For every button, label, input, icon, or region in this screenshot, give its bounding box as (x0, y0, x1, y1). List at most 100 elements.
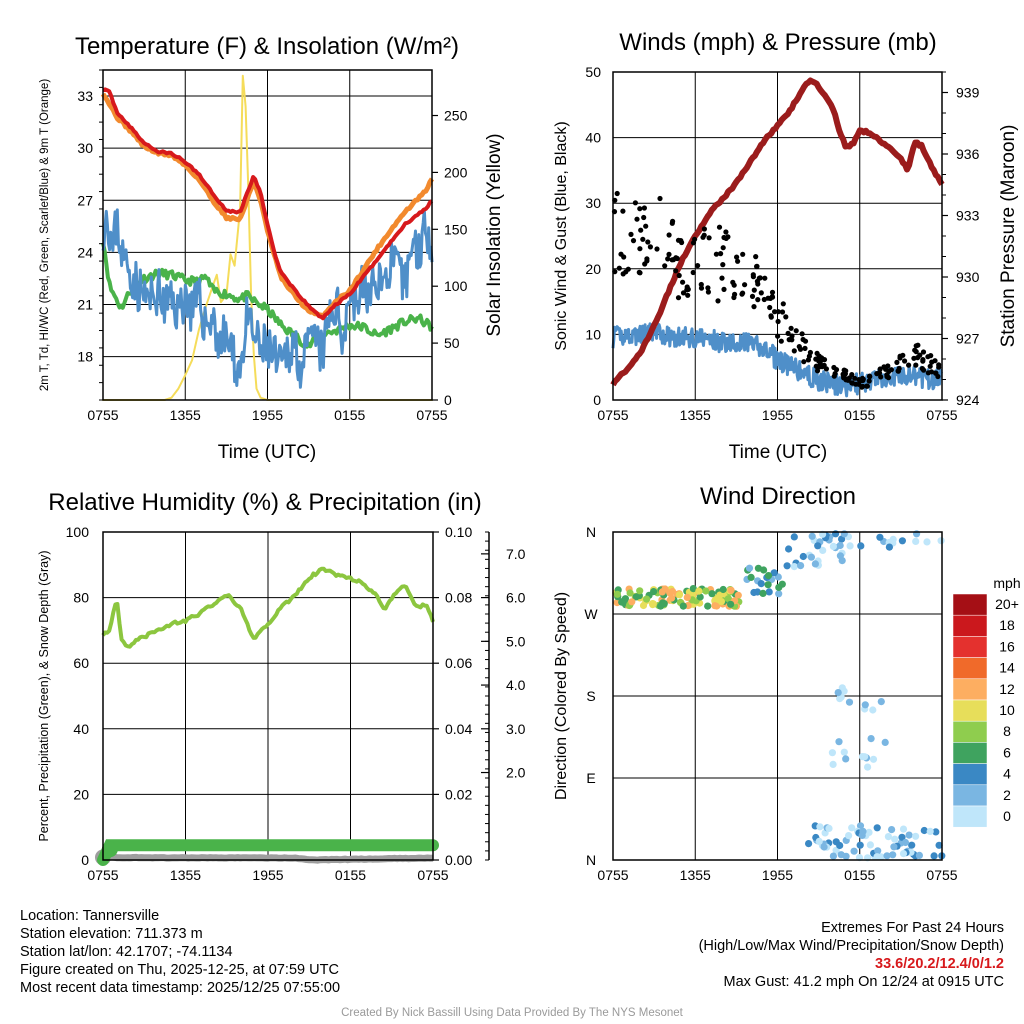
gust-dot (902, 358, 908, 364)
wind-direction-dot (890, 843, 898, 851)
wind-direction-dot (708, 590, 716, 598)
gust-dot (701, 226, 708, 232)
wind-direction-dot (775, 590, 783, 598)
gust-dot (695, 263, 701, 269)
wdir-legend-label: 2 (1003, 787, 1011, 803)
gust-dot (754, 263, 760, 270)
gust-dot (856, 381, 862, 387)
created-text: Figure created on Thu, 2025-12-25, at 07… (20, 962, 339, 978)
temp-y-tick-label: 24 (77, 244, 93, 260)
elevation-text: Station elevation: 711.373 m (20, 926, 203, 942)
wind-direction-dot (727, 600, 735, 608)
wind-direction-dot (649, 600, 657, 608)
gust-dot (845, 377, 851, 383)
gust-dot (614, 190, 620, 197)
gust-dot (799, 331, 805, 337)
snow-depth-line (102, 853, 434, 864)
rh-x-tick-label: 1955 (252, 867, 283, 883)
extremes-title: Extremes For Past 24 Hours (821, 920, 1004, 936)
wdir-legend-label: 0 (1003, 808, 1011, 824)
temp-y-tick-label: 21 (77, 296, 93, 312)
winds-y2-tick-label: 936 (956, 146, 980, 162)
wind-direction-dot (719, 585, 727, 594)
gust-dot (885, 363, 891, 369)
temp-chart-title: Temperature (F) & Insolation (W/m²) (75, 33, 459, 60)
gust-dot (780, 301, 786, 307)
gust-dot (758, 290, 764, 296)
temp-x-tick-label: 1355 (170, 407, 201, 423)
wind-direction-dot (912, 832, 920, 840)
gust-dot (906, 362, 912, 368)
wind-direction-dot (869, 755, 878, 763)
wdir-y-axis-label: Direction (Colored By Speed) (553, 592, 570, 800)
temp-x-tick-label: 0155 (334, 407, 365, 423)
wdir-x-tick-label: 0755 (926, 867, 957, 883)
gust-dot (913, 362, 919, 368)
wind-direction-dot (926, 827, 934, 836)
wind-direction-dot (888, 826, 896, 834)
gust-dot (800, 336, 806, 343)
gust-dot (641, 214, 647, 221)
gust-dot (874, 371, 880, 377)
wind-direction-dot (861, 701, 869, 709)
gust-dot (742, 282, 748, 288)
gust-dot (698, 285, 705, 291)
wind-direction-dot (901, 838, 910, 847)
wind-direction-dot (889, 851, 897, 859)
snow-axis-tick-label: 3.0 (506, 721, 526, 737)
wdir-x-tick-label: 0155 (844, 867, 875, 883)
gust-dot (767, 304, 773, 311)
gust-dot (673, 255, 679, 261)
wind-direction-dot (842, 755, 850, 763)
gust-dot (749, 293, 756, 299)
gust-dot (783, 314, 789, 320)
wind-direction-dot (829, 852, 838, 860)
temp-x-tick-label: 0755 (87, 407, 118, 423)
wind-direction-dot (727, 586, 735, 594)
gust-dot (734, 254, 740, 260)
wdir-legend-label: 10 (999, 702, 1015, 718)
winds-x-tick-label: 0755 (926, 407, 957, 423)
wind-direction-dot (745, 564, 754, 572)
gust-dot (920, 349, 927, 355)
wind-direction-dot (805, 840, 813, 848)
gust-dot (739, 291, 745, 297)
wind-direction-dot (915, 851, 924, 860)
gust-dots (611, 190, 942, 390)
wind-direction-dot (876, 533, 884, 541)
gust-dot (675, 295, 682, 301)
temp-y2-axis-label: Solar Insolation (Yellow) (484, 133, 505, 336)
gust-dot (751, 287, 757, 293)
gust-dot (779, 309, 786, 315)
wind-direction-dot (816, 823, 824, 831)
gust-dot (867, 373, 873, 379)
gust-dot (637, 206, 643, 212)
gust-dot (670, 218, 676, 224)
gust-dot (775, 309, 781, 315)
gust-dot (900, 352, 906, 358)
wind-direction-dot (815, 837, 823, 846)
rh-y2-tick-label: 0.08 (445, 590, 472, 606)
rh-plot-border (102, 531, 434, 861)
wind-direction-dot (695, 587, 703, 595)
gust-dot (636, 269, 642, 275)
credit-text: Created By Nick Bassill Using Data Provi… (341, 1007, 683, 1019)
temp-y2-tick-label: 150 (444, 221, 468, 237)
gust-dot (778, 338, 784, 344)
rh-x-tick-label: 0755 (417, 867, 448, 883)
gust-dot (813, 356, 819, 362)
precip-start-marker (101, 841, 118, 858)
wind-direction-dot (785, 545, 793, 553)
wdir-x-tick-label: 0755 (597, 867, 628, 883)
temp-2m-line (102, 87, 434, 321)
rh-chart-title: Relative Humidity (%) & Precipitation (i… (48, 489, 481, 516)
wind-direction-dot (846, 542, 854, 550)
wind-direction-dot (760, 566, 768, 574)
wdir-legend-swatch (952, 763, 988, 786)
wind-direction-dot (898, 537, 907, 545)
winds-y2-tick-label: 933 (956, 208, 980, 224)
gust-dot (755, 281, 761, 287)
rh-y2-tick-label: 0.10 (445, 524, 472, 540)
wdir-legend-swatch (952, 720, 988, 743)
rh-line (101, 566, 435, 649)
